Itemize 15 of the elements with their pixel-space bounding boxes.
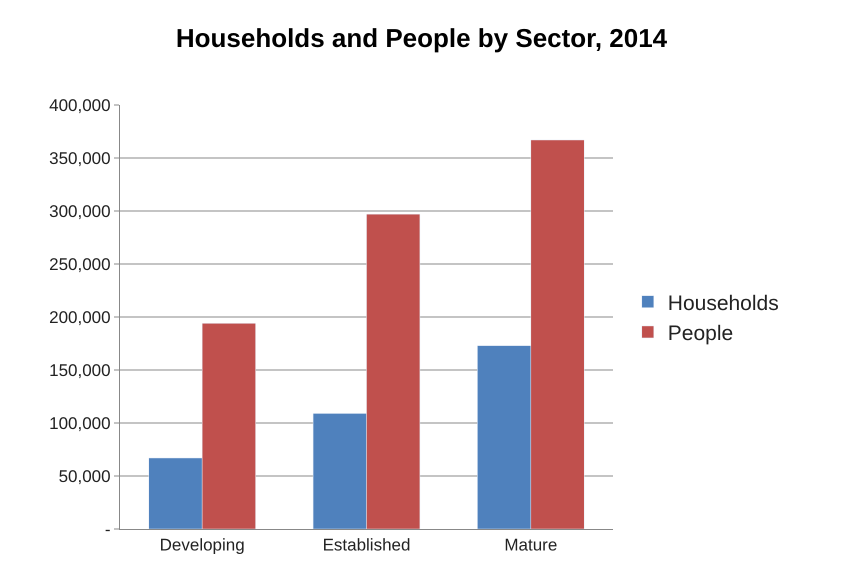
x-tick-label: Mature [504,535,558,554]
legend-label: Households [668,292,779,315]
legend-label: People [668,322,734,346]
y-tick-label: 100,000 [49,414,111,433]
x-tick-label: Established [322,535,410,554]
chart-title: Households and People by Sector, 2014 [176,23,668,54]
y-tick-label: 150,000 [49,360,111,380]
y-tick-label: 200,000 [49,308,111,327]
y-tick-label: 350,000 [49,148,111,168]
y-tick-label: 400,000 [49,96,111,115]
y-tick-label: 300,000 [49,202,111,221]
y-tick-label: - [104,520,111,539]
y-tick-label: 250,000 [49,254,111,274]
x-tick-label: Developing [160,535,245,554]
y-tick-label: 50,000 [58,466,111,486]
